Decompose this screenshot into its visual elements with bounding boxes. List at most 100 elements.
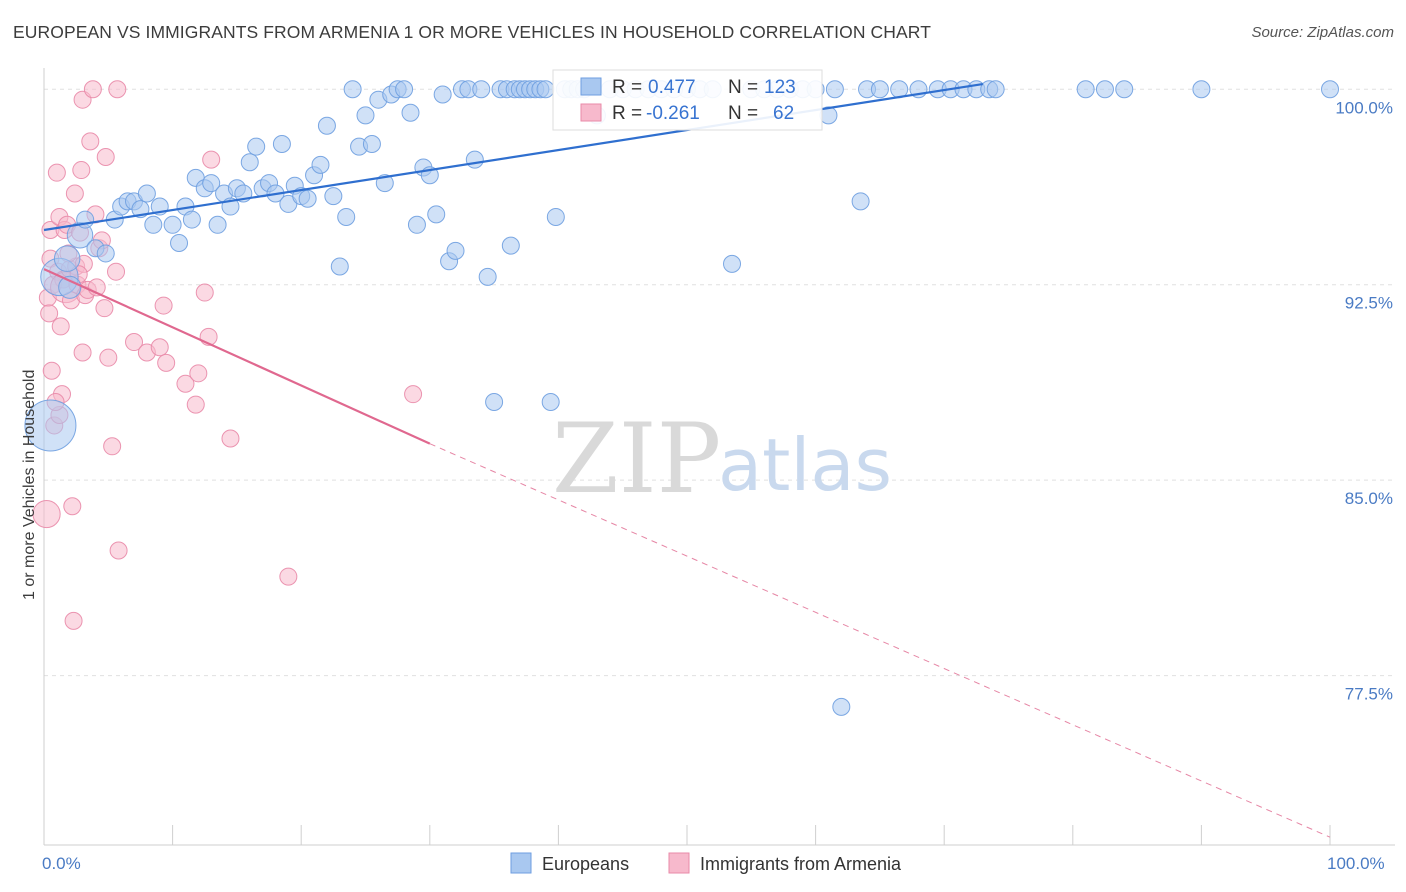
chart-title: EUROPEAN VS IMMIGRANTS FROM ARMENIA 1 OR… bbox=[13, 22, 931, 42]
europeans-point bbox=[407, 215, 426, 234]
y-axis-title: 1 or more Vehicles in Household bbox=[21, 370, 38, 600]
europeans-point bbox=[870, 80, 889, 99]
axes bbox=[43, 68, 1395, 846]
europeans-point bbox=[247, 137, 266, 156]
europeans-trend-line bbox=[43, 82, 983, 232]
x-tick-label-max: 100.0% bbox=[1327, 854, 1385, 873]
armenia-trend-line bbox=[43, 268, 431, 445]
europeans-point bbox=[825, 80, 844, 99]
bottom-legend-swatch-europeans bbox=[510, 852, 532, 874]
europeans-point bbox=[478, 267, 497, 286]
bottom-legend-swatch-armenia bbox=[668, 852, 690, 874]
armenia-point bbox=[40, 304, 59, 323]
legend-n-value-2: 62 bbox=[773, 103, 794, 124]
series-armenia-points bbox=[32, 80, 423, 630]
armenia-point bbox=[279, 567, 298, 586]
armenia-point bbox=[95, 299, 114, 318]
europeans-point bbox=[851, 192, 870, 211]
legend-swatch-armenia bbox=[580, 103, 602, 122]
source-label: Source: ZipAtlas.com bbox=[1251, 24, 1394, 41]
grid-lines bbox=[44, 88, 1395, 677]
bottom-legend-armenia: Immigrants from Armenia bbox=[700, 854, 902, 874]
europeans-point bbox=[1095, 80, 1114, 99]
stats-legend: R = 0.477 N = 123 R = -0.261 N = 62 bbox=[552, 69, 823, 131]
europeans-point bbox=[832, 697, 851, 716]
armenia-point bbox=[221, 429, 240, 448]
y-tick-label: 85.0% bbox=[1345, 489, 1393, 508]
europeans-point bbox=[472, 80, 491, 99]
armenia-point bbox=[108, 80, 127, 99]
europeans-point bbox=[182, 210, 201, 229]
y-tick-labels: 100.0% 92.5% 85.0% 77.5% bbox=[1335, 98, 1393, 703]
europeans-point bbox=[58, 275, 82, 299]
legend-n-value-1: 123 bbox=[764, 77, 796, 98]
europeans-point bbox=[986, 80, 1005, 99]
europeans-point bbox=[24, 399, 77, 452]
europeans-point bbox=[1192, 80, 1211, 99]
armenia-point bbox=[64, 611, 83, 630]
europeans-point bbox=[96, 244, 115, 263]
europeans-point bbox=[536, 80, 555, 99]
europeans-point bbox=[1076, 80, 1095, 99]
europeans-point bbox=[298, 189, 317, 208]
armenia-point bbox=[32, 499, 61, 529]
armenia-point bbox=[72, 161, 91, 180]
legend-r-label-1: R = bbox=[612, 77, 642, 98]
bottom-legend-europeans: Europeans bbox=[542, 854, 629, 874]
y-tick-label: 77.5% bbox=[1345, 685, 1393, 704]
watermark-zip: ZIP bbox=[552, 403, 721, 515]
europeans-point bbox=[317, 116, 336, 135]
watermark-atlas: atlas bbox=[718, 423, 892, 507]
europeans-point bbox=[395, 80, 414, 99]
armenia-point bbox=[81, 132, 100, 151]
armenia-point bbox=[150, 338, 169, 357]
armenia-point bbox=[404, 385, 423, 404]
europeans-point bbox=[401, 103, 420, 122]
armenia-point bbox=[47, 163, 66, 182]
europeans-point bbox=[137, 184, 156, 203]
armenia-point bbox=[189, 364, 208, 383]
armenia-point bbox=[63, 497, 82, 516]
legend-n-label-2: N = bbox=[728, 103, 758, 124]
armenia-point bbox=[157, 353, 176, 372]
europeans-point bbox=[1321, 80, 1339, 99]
armenia-point bbox=[125, 333, 144, 352]
armenia-point bbox=[73, 343, 92, 362]
armenia-point bbox=[176, 374, 195, 393]
europeans-point bbox=[541, 392, 560, 411]
europeans-point bbox=[163, 215, 182, 234]
trend-lines bbox=[43, 82, 1331, 838]
europeans-point bbox=[433, 85, 452, 104]
armenia-point bbox=[109, 541, 128, 560]
europeans-point bbox=[170, 234, 189, 253]
europeans-point bbox=[240, 153, 259, 172]
legend-r-value-2: -0.261 bbox=[646, 103, 700, 124]
armenia-point bbox=[186, 395, 205, 414]
series-europeans-points bbox=[24, 80, 1339, 716]
europeans-point bbox=[375, 174, 394, 193]
armenia-point bbox=[154, 296, 173, 315]
y-tick-label: 100.0% bbox=[1335, 98, 1393, 117]
armenia-point bbox=[51, 317, 70, 336]
armenia-trend-extension bbox=[429, 443, 1331, 838]
europeans-point bbox=[53, 245, 81, 272]
europeans-point bbox=[485, 392, 504, 411]
armenia-point bbox=[195, 283, 214, 302]
europeans-point bbox=[356, 106, 375, 125]
armenia-point bbox=[202, 150, 221, 169]
armenia-point bbox=[83, 80, 102, 99]
legend-n-label-1: N = bbox=[728, 77, 758, 98]
europeans-point bbox=[723, 254, 742, 273]
armenia-point bbox=[65, 184, 84, 203]
europeans-point bbox=[272, 134, 291, 153]
y-tick-label: 92.5% bbox=[1345, 294, 1393, 313]
legend-r-value-1: 0.477 bbox=[648, 77, 696, 98]
legend-swatch-europeans bbox=[580, 77, 602, 96]
legend-r-label-2: R = bbox=[612, 103, 642, 124]
armenia-point bbox=[103, 437, 122, 456]
europeans-point bbox=[446, 241, 465, 260]
europeans-point bbox=[208, 215, 227, 234]
europeans-point bbox=[202, 174, 221, 193]
armenia-point bbox=[99, 348, 118, 367]
